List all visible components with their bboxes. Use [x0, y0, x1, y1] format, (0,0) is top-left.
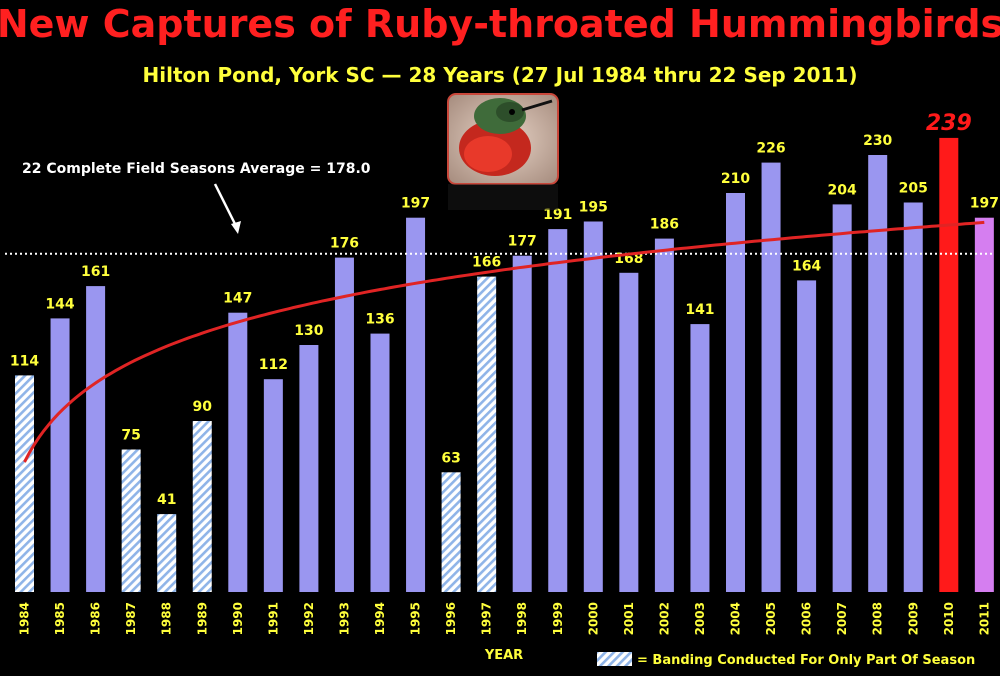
bar-2008: [868, 155, 888, 592]
bar-series: [15, 137, 994, 592]
value-label-2004: 210: [721, 171, 750, 187]
tick-label-group: 1984 1985 1986 1987 1988 1989 1990 1991 1992 1993…: [18, 602, 992, 635]
bar-1992: [299, 345, 319, 592]
tick-label-1987: 1987: [124, 602, 138, 635]
tick-label-1991: 1991: [266, 602, 280, 635]
bar-1986: [86, 286, 106, 592]
tick-label-1985: 1985: [53, 602, 67, 635]
bar-1987: [121, 449, 141, 592]
value-label-2008: 230: [863, 133, 892, 149]
value-label-1996: 63: [441, 450, 460, 466]
bar-1991: [263, 379, 283, 592]
value-label-1986: 161: [81, 264, 110, 280]
bar-2001: [619, 272, 639, 592]
bar-2005: [761, 162, 781, 592]
value-label-1993: 176: [330, 236, 359, 252]
tick-label-1997: 1997: [480, 602, 494, 635]
tick-label-2007: 2007: [835, 602, 849, 635]
average-arrow: [213, 183, 241, 234]
value-label-2002: 186: [650, 217, 679, 233]
bar-1997: [477, 276, 497, 592]
value-label-2003: 141: [685, 302, 714, 318]
tick-label-1994: 1994: [373, 602, 387, 635]
bar-2002: [654, 238, 674, 592]
tick-label-2008: 2008: [871, 602, 885, 635]
value-label-2007: 204: [828, 182, 857, 198]
value-label-1992: 130: [294, 323, 323, 339]
tick-label-1996: 1996: [444, 602, 458, 635]
value-label-1985: 144: [45, 296, 74, 312]
value-label-1987: 75: [121, 428, 140, 444]
tick-label-2000: 2000: [586, 602, 600, 635]
tick-label-1984: 1984: [18, 602, 32, 635]
bar-2007: [832, 204, 852, 592]
value-label-group: 114 144 161 75 41 90 147 112 130 176 136 197 63 166 17…: [10, 111, 999, 508]
value-label-1994: 136: [365, 312, 394, 328]
tick-label-2001: 2001: [622, 602, 636, 635]
tick-label-1986: 1986: [89, 602, 103, 635]
tick-label-2006: 2006: [800, 602, 814, 635]
hummingbird-photo: [447, 93, 559, 210]
value-label-2000: 195: [579, 200, 608, 216]
bar-2006: [797, 280, 817, 592]
value-label-1999: 191: [543, 207, 572, 223]
bar-2011: [974, 217, 994, 592]
bar-2010: [939, 137, 959, 592]
value-label-1989: 90: [193, 399, 213, 415]
value-label-1991: 112: [259, 357, 288, 373]
x-axis-label: YEAR: [484, 648, 523, 663]
bar-2004: [726, 193, 745, 592]
bar-1999: [548, 229, 568, 592]
bar-1989: [192, 421, 212, 592]
chart-title: New Captures of Ruby-throated Hummingbir…: [0, 2, 1000, 46]
value-label-2011: 197: [970, 196, 999, 212]
value-label-2006: 164: [792, 258, 821, 274]
tick-label-1989: 1989: [195, 602, 209, 635]
tick-label-2011: 2011: [977, 602, 991, 635]
trend-line: [23, 220, 985, 463]
tick-label-1990: 1990: [231, 602, 245, 635]
tick-label-2009: 2009: [906, 602, 920, 635]
value-label-1990: 147: [223, 291, 252, 307]
bar-1993: [334, 257, 354, 592]
bar-1988: [157, 514, 177, 592]
bar-1985: [50, 318, 70, 592]
bar-2009: [903, 202, 923, 592]
value-label-1984: 114: [10, 353, 39, 369]
legend-swatch: [597, 652, 632, 666]
bar-1990: [228, 312, 248, 592]
value-label-1997: 166: [472, 255, 501, 271]
value-label-1995: 197: [401, 196, 430, 212]
bar-1998: [512, 255, 532, 592]
tick-label-1988: 1988: [160, 602, 174, 635]
bar-1994: [370, 333, 390, 592]
tick-label-2010: 2010: [942, 602, 956, 635]
tick-label-1995: 1995: [409, 602, 423, 635]
tick-label-2003: 2003: [693, 602, 707, 635]
tick-label-1992: 1992: [302, 602, 316, 635]
bar-1995: [406, 217, 426, 592]
tick-label-2002: 2002: [657, 602, 671, 635]
bar-2003: [690, 324, 710, 592]
value-label-2010: 239: [926, 111, 972, 136]
tick-label-1993: 1993: [337, 602, 351, 635]
tick-label-2005: 2005: [764, 602, 778, 635]
value-label-1988: 41: [157, 492, 176, 508]
tick-label-2004: 2004: [729, 602, 743, 635]
value-label-1998: 177: [508, 234, 537, 250]
bar-1984: [15, 375, 34, 592]
chart-subtitle: Hilton Pond, York SC — 28 Years (27 Jul …: [143, 63, 858, 87]
tick-label-1998: 1998: [515, 602, 529, 635]
value-label-2009: 205: [899, 181, 928, 197]
tick-label-1999: 1999: [551, 602, 565, 635]
average-label: 22 Complete Field Seasons Average = 178.…: [22, 161, 371, 177]
legend-label: = Banding Conducted For Only Part Of Sea…: [637, 653, 975, 668]
bar-2000: [583, 221, 603, 592]
bar-1996: [441, 472, 461, 592]
value-label-2005: 226: [756, 141, 785, 157]
